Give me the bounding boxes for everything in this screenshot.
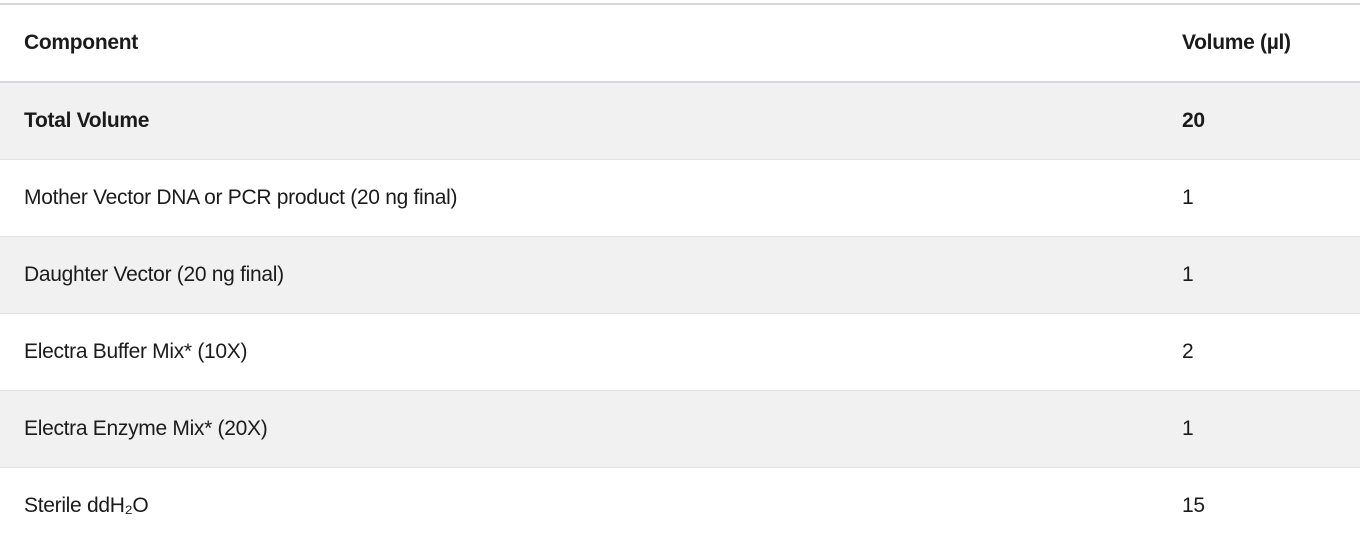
table-row: Electra Buffer Mix* (10X) 2 (0, 314, 1360, 391)
table-body: Total Volume 20 Mother Vector DNA or PCR… (0, 83, 1360, 544)
component-cell: Total Volume (24, 109, 150, 133)
table-row: Mother Vector DNA or PCR product (20 ng … (0, 160, 1360, 237)
column-header-component: Component (24, 31, 138, 55)
column-header-volume: Volume (µl) (1182, 31, 1291, 55)
volume-cell: 1 (1182, 186, 1194, 210)
table-row: Daughter Vector (20 ng final) 1 (0, 237, 1360, 314)
volume-cell: 15 (1182, 494, 1205, 518)
component-cell: Mother Vector DNA or PCR product (20 ng … (24, 186, 458, 210)
component-cell: Sterile ddH₂O (24, 494, 149, 518)
volume-cell: 1 (1182, 417, 1194, 441)
table-header-row: Component Volume (µl) (0, 5, 1360, 83)
volume-cell: 1 (1182, 263, 1194, 287)
table-row: Electra Enzyme Mix* (20X) 1 (0, 391, 1360, 468)
table-row: Sterile ddH₂O 15 (0, 468, 1360, 544)
component-cell: Electra Enzyme Mix* (20X) (24, 417, 268, 441)
table-row: Total Volume 20 (0, 83, 1360, 160)
reagent-table: Component Volume (µl) Total Volume 20 Mo… (0, 3, 1360, 544)
component-cell: Daughter Vector (20 ng final) (24, 263, 284, 287)
volume-cell: 20 (1182, 109, 1205, 133)
volume-cell: 2 (1182, 340, 1194, 364)
component-cell: Electra Buffer Mix* (10X) (24, 340, 248, 364)
